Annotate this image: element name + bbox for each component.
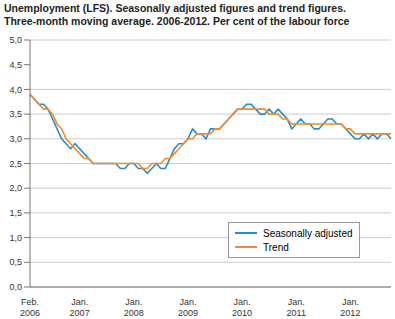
html-text:Unemployment (LFS). Seasonally: Unemployment (LFS). Seasonally adjusted …	[4, 2, 346, 14]
svg-text:4,0: 4,0	[9, 85, 22, 95]
svg-text:2,0: 2,0	[9, 183, 22, 193]
html-text:Trend: Trend	[263, 241, 289, 253]
svg-text:0,0: 0,0	[9, 282, 22, 292]
svg-text:Jan.2008: Jan.2008	[124, 297, 144, 318]
html-text:Seasonally adjusted: Seasonally adjusted	[263, 227, 353, 239]
svg-text:Jan.2010: Jan.2010	[232, 297, 252, 318]
svg-text:Jan.2007: Jan.2007	[70, 297, 90, 318]
svg-text:1,5: 1,5	[9, 208, 22, 218]
svg-text:Jan.2011: Jan.2011	[287, 297, 306, 318]
html-text:Three-month moving average. 20: Three-month moving average. 2006-2012. P…	[4, 15, 350, 27]
svg-text:3,0: 3,0	[9, 134, 22, 144]
svg-text:1,0: 1,0	[9, 233, 22, 243]
svg-text:5,0: 5,0	[9, 35, 22, 45]
svg-text:0,5: 0,5	[9, 257, 22, 267]
svg-text:Jan.2009: Jan.2009	[178, 297, 198, 318]
svg-text:Jan.2012: Jan.2012	[340, 297, 360, 318]
svg-text:2,5: 2,5	[9, 159, 22, 169]
svg-text:Feb.2006: Feb.2006	[20, 297, 40, 318]
svg-text:4,5: 4,5	[9, 60, 22, 70]
svg-text:3,5: 3,5	[9, 109, 22, 119]
